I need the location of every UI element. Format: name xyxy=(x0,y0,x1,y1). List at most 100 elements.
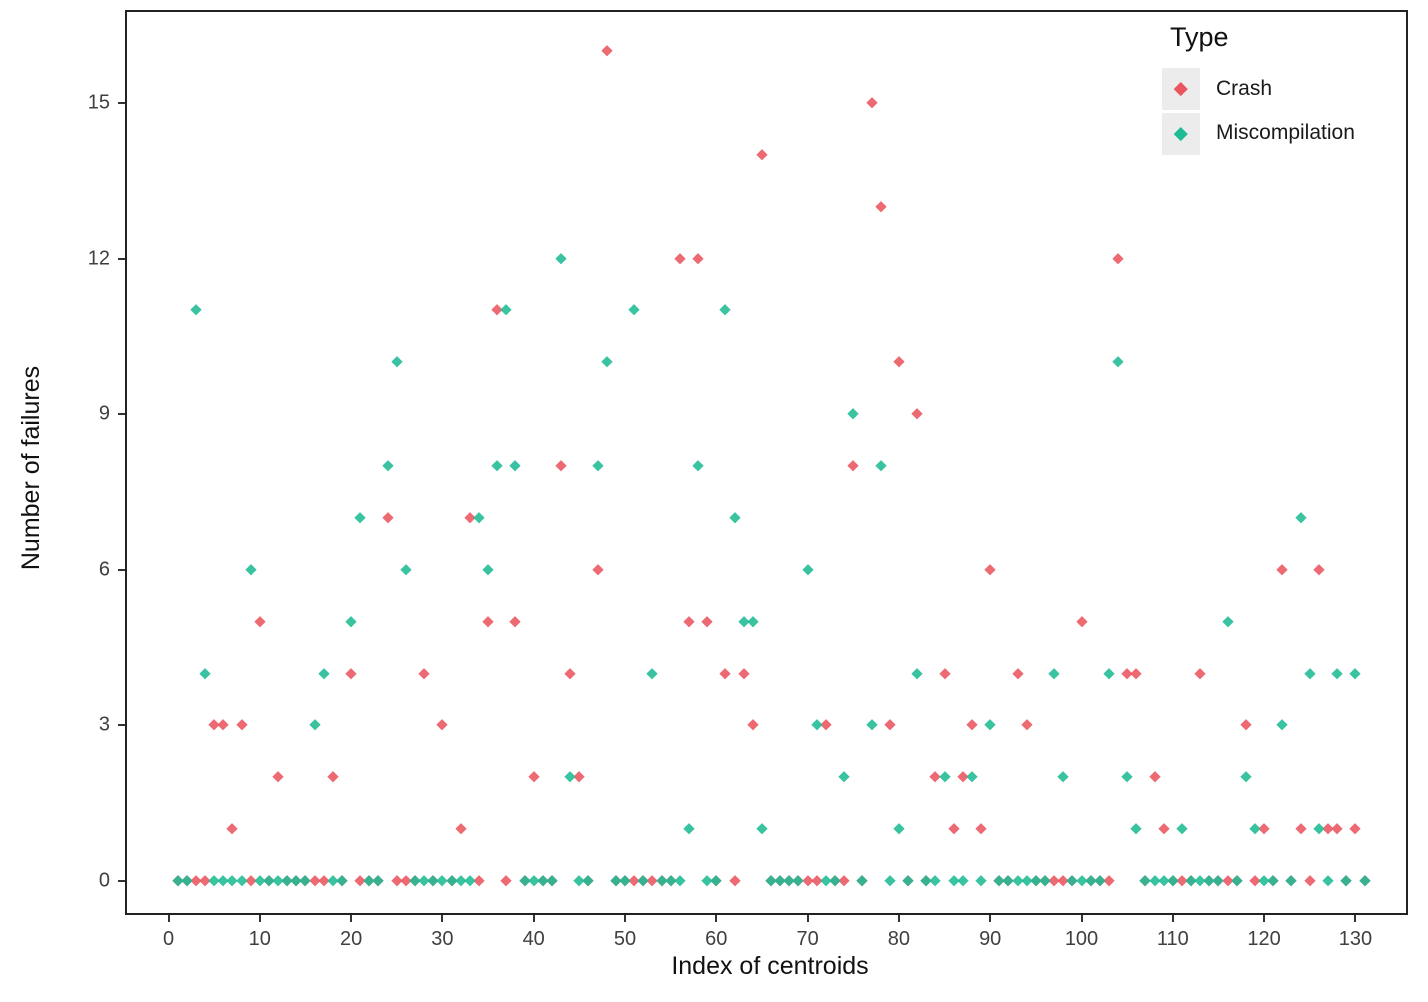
data-point-miscompilation xyxy=(1093,875,1106,887)
x-tick-label: 130 xyxy=(1338,928,1373,950)
y-tick-mark xyxy=(118,724,125,727)
legend: Type Crash Miscompilation xyxy=(1162,22,1355,155)
data-point-crash xyxy=(1294,823,1307,836)
legend-swatch xyxy=(1162,111,1200,155)
data-point-miscompilation xyxy=(929,875,942,887)
data-point-miscompilation xyxy=(1276,719,1289,732)
data-point-crash xyxy=(883,719,896,732)
data-point-miscompilation xyxy=(317,667,330,680)
data-point-crash xyxy=(673,252,686,265)
data-point-miscompilation xyxy=(372,875,385,887)
data-point-crash xyxy=(701,615,714,628)
x-tick-mark xyxy=(532,915,535,922)
y-tick-label: 12 xyxy=(87,247,110,270)
data-point-crash xyxy=(1130,667,1143,680)
data-point-miscompilation xyxy=(1358,875,1371,887)
x-tick-label: 20 xyxy=(339,928,363,950)
data-point-miscompilation xyxy=(1267,875,1280,887)
data-point-miscompilation xyxy=(628,304,641,317)
y-tick-mark xyxy=(118,880,125,882)
data-point-miscompilation xyxy=(591,460,604,472)
data-point-crash xyxy=(847,460,860,472)
data-point-crash xyxy=(1349,823,1362,836)
x-tick-label: 50 xyxy=(613,928,637,950)
legend-title: Type xyxy=(1170,22,1229,52)
data-point-crash xyxy=(874,200,887,213)
data-point-crash xyxy=(253,615,266,628)
data-point-crash xyxy=(1331,823,1344,836)
data-point-miscompilation xyxy=(892,823,905,836)
data-point-miscompilation xyxy=(984,719,997,732)
x-tick-mark xyxy=(350,915,353,922)
x-tick-mark xyxy=(715,915,718,922)
data-point-miscompilation xyxy=(463,875,476,887)
data-point-crash xyxy=(746,719,759,732)
data-point-crash xyxy=(272,771,284,784)
data-point-crash xyxy=(984,563,997,576)
data-point-crash xyxy=(1276,563,1289,576)
data-point-miscompilation xyxy=(600,356,613,369)
x-tick-label: 40 xyxy=(522,928,545,950)
data-point-miscompilation xyxy=(856,875,869,887)
data-point-miscompilation xyxy=(336,875,348,887)
data-point-miscompilation xyxy=(938,771,951,784)
data-point-crash xyxy=(555,460,568,472)
data-point-miscompilation xyxy=(1221,615,1234,628)
data-point-miscompilation xyxy=(244,563,257,576)
data-point-crash xyxy=(454,823,467,836)
y-tick-label: 9 xyxy=(98,402,110,425)
x-tick-label: 120 xyxy=(1247,928,1281,950)
data-point-crash xyxy=(966,719,978,732)
data-point-miscompilation xyxy=(719,304,732,317)
data-point-crash xyxy=(947,823,960,836)
x-tick-label: 30 xyxy=(431,928,454,950)
data-point-crash xyxy=(217,719,230,732)
data-point-miscompilation xyxy=(801,563,814,576)
data-point-miscompilation xyxy=(1322,875,1334,887)
x-tick-mark xyxy=(167,915,170,922)
data-point-crash xyxy=(1239,719,1252,732)
data-point-miscompilation xyxy=(865,719,878,732)
data-point-miscompilation xyxy=(472,511,485,524)
x-tick-label: 60 xyxy=(705,928,728,950)
data-point-miscompilation xyxy=(682,823,695,836)
data-point-miscompilation xyxy=(1303,667,1316,680)
data-point-miscompilation xyxy=(390,356,403,369)
data-point-miscompilation xyxy=(646,667,659,680)
data-point-crash xyxy=(226,823,239,836)
data-point-crash xyxy=(719,667,732,680)
data-point-crash xyxy=(1194,667,1207,680)
data-point-miscompilation xyxy=(189,304,202,317)
y-tick-label: 0 xyxy=(98,869,110,892)
data-point-miscompilation xyxy=(308,719,321,732)
data-point-miscompilation xyxy=(1285,875,1298,887)
data-point-crash xyxy=(1303,875,1316,887)
data-point-crash xyxy=(235,719,248,732)
data-point-miscompilation xyxy=(1312,823,1325,836)
data-point-miscompilation xyxy=(637,875,650,887)
data-point-miscompilation xyxy=(1249,823,1261,836)
data-point-crash xyxy=(892,356,905,369)
data-point-crash xyxy=(692,252,704,265)
data-point-miscompilation xyxy=(354,511,367,524)
data-point-crash xyxy=(737,667,750,680)
data-point-crash xyxy=(418,667,431,680)
data-point-miscompilation xyxy=(555,252,568,265)
data-point-crash xyxy=(482,615,494,628)
data-point-miscompilation xyxy=(491,460,504,472)
data-point-miscompilation xyxy=(1331,667,1344,680)
data-point-miscompilation xyxy=(180,875,193,887)
data-point-crash xyxy=(345,667,358,680)
data-point-crash xyxy=(591,563,604,576)
data-point-miscompilation xyxy=(235,875,248,887)
y-tick-label: 3 xyxy=(98,713,110,736)
y-tick-label: 15 xyxy=(87,91,110,114)
data-point-miscompilation xyxy=(1294,511,1307,524)
data-point-miscompilation xyxy=(582,875,595,887)
data-point-miscompilation xyxy=(1057,771,1070,784)
data-point-miscompilation xyxy=(1340,875,1353,887)
data-point-miscompilation xyxy=(546,875,558,887)
data-point-crash xyxy=(975,823,987,836)
data-point-miscompilation xyxy=(1112,356,1124,369)
data-point-miscompilation xyxy=(619,875,631,887)
